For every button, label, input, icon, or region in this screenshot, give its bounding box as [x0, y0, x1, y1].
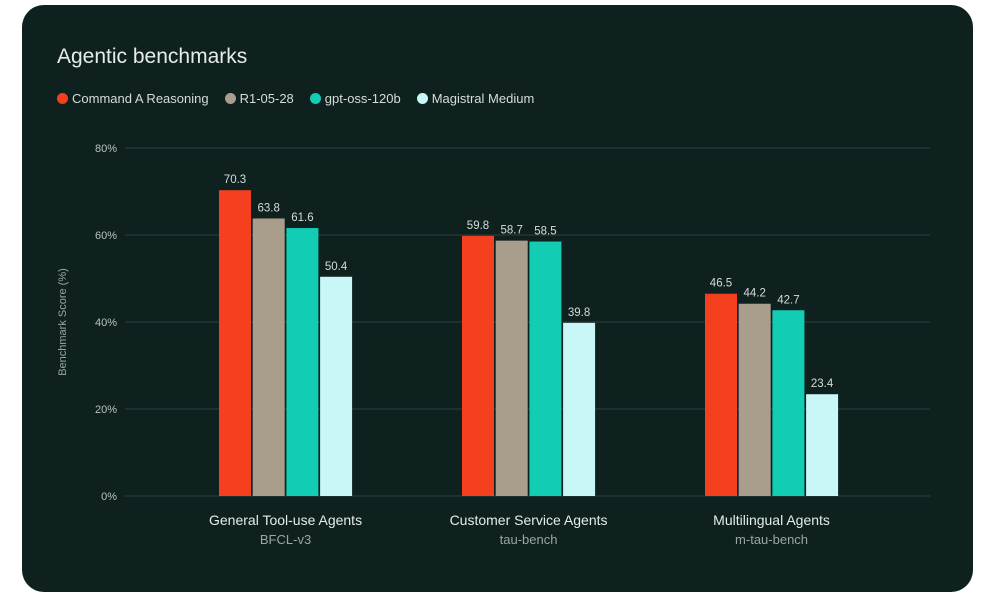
- y-tick-label: 60%: [95, 230, 117, 242]
- legend-label: Magistral Medium: [431, 91, 535, 106]
- data-label: 58.5: [534, 226, 556, 238]
- x-tick-sublabel: BFCL-v3: [260, 532, 311, 547]
- data-label: 58.7: [501, 225, 523, 237]
- data-label: 46.5: [710, 278, 732, 290]
- bar: [738, 303, 771, 496]
- x-tick-sublabel: m-tau-bench: [735, 532, 808, 547]
- data-label: 23.4: [811, 378, 834, 390]
- legend-swatch: [57, 93, 68, 104]
- bar: [320, 276, 353, 496]
- x-tick-label: Customer Service Agents: [450, 512, 608, 528]
- legend-label: Command A Reasoning: [72, 91, 209, 106]
- data-label: 63.8: [258, 202, 280, 214]
- legend-label: gpt-oss-120b: [324, 91, 401, 106]
- legend-item-gpt-oss: gpt-oss-120b: [309, 91, 401, 106]
- data-label: 50.4: [325, 261, 348, 273]
- x-tick-sublabel: tau-bench: [500, 532, 558, 547]
- bar: [806, 394, 839, 496]
- x-tick-label: Multilingual Agents: [713, 512, 830, 528]
- bar: [529, 241, 562, 496]
- bar: [705, 293, 737, 496]
- bar: [563, 322, 596, 496]
- bar: [462, 235, 494, 496]
- data-label: 59.8: [467, 220, 489, 232]
- bar: [286, 228, 319, 497]
- y-tick-label: 40%: [95, 317, 117, 329]
- legend-swatch: [309, 93, 321, 104]
- y-tick-label: 20%: [95, 404, 117, 416]
- bar: [252, 218, 285, 496]
- y-tick-label: 0%: [101, 491, 117, 503]
- legend-item-command-a: Command A Reasoning: [57, 91, 209, 106]
- legend-swatch: [416, 93, 428, 104]
- data-label: 70.3: [224, 174, 246, 186]
- legend-item-magistral: Magistral Medium: [416, 91, 535, 106]
- bar: [772, 310, 805, 496]
- y-axis-label: Benchmark Score (%): [57, 268, 69, 376]
- bar: [495, 240, 528, 496]
- chart-title: Agentic benchmarks: [57, 45, 248, 68]
- y-tick-label: 80%: [95, 143, 117, 155]
- legend-label: R1-05-28: [239, 91, 294, 106]
- data-label: 44.2: [744, 288, 766, 300]
- bar: [219, 190, 251, 496]
- legend-item-r1: R1-05-28: [224, 91, 294, 106]
- data-label: 39.8: [568, 307, 590, 319]
- legend: Command A Reasoning R1-05-28 gpt-oss-120…: [57, 91, 534, 106]
- legend-swatch: [224, 93, 236, 104]
- x-tick-label: General Tool-use Agents: [209, 512, 362, 528]
- data-label: 42.7: [777, 294, 799, 306]
- data-label: 61.6: [291, 212, 313, 224]
